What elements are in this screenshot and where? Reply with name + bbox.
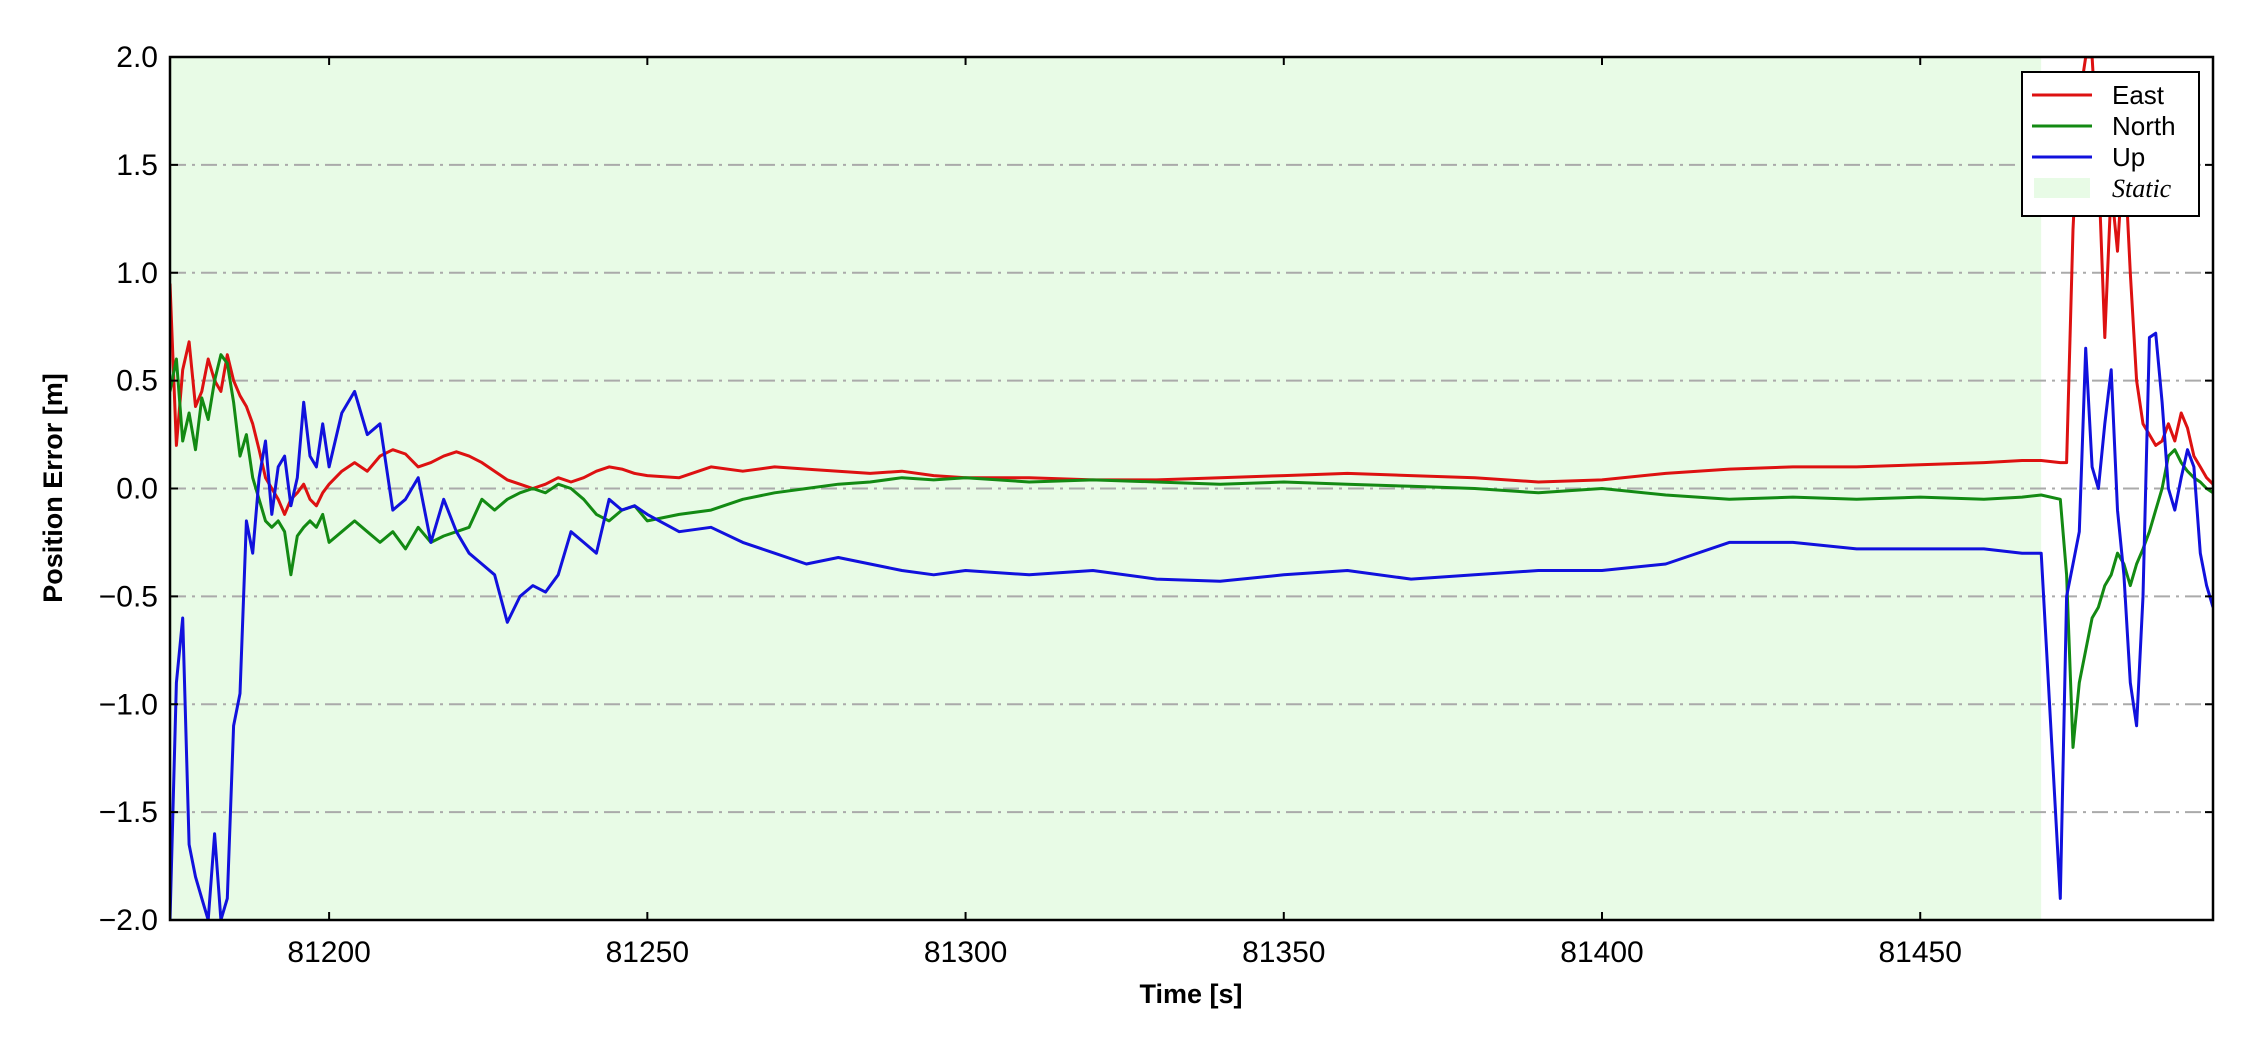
legend-swatch-static	[2034, 178, 2090, 198]
y-tick-label: −2.0	[99, 904, 158, 937]
y-tick-label: 0.0	[116, 473, 158, 506]
y-tick-label: 0.5	[116, 365, 158, 398]
y-tick-label: 2.0	[116, 41, 158, 74]
x-tick-label: 81450	[1879, 936, 1962, 969]
legend-label-static: Static	[2112, 174, 2172, 203]
x-axis-title: Time [s]	[1139, 979, 1242, 1009]
x-tick-label: 81300	[924, 936, 1007, 969]
y-tick-label: −1.0	[99, 688, 158, 721]
y-axis-title: Position Error [m]	[38, 373, 68, 603]
y-tick-label: −0.5	[99, 580, 158, 613]
series-line-north	[170, 353, 2213, 749]
x-tick-label: 81200	[287, 936, 370, 969]
legend-label-north: North	[2112, 111, 2176, 141]
y-tick-label: −1.5	[99, 796, 158, 829]
x-tick-label: 81350	[1242, 936, 1325, 969]
series-layer	[170, 57, 2213, 920]
legend: East North Up Static	[2021, 71, 2200, 217]
legend-label-up: Up	[2112, 142, 2145, 172]
y-tick-label: 1.5	[116, 149, 158, 182]
x-tick-label: 81250	[606, 936, 689, 969]
series-line-east	[170, 57, 2213, 516]
tick-layer: 2.0 1.5 1.0 0.5 0.0 −0.5 −1.0 −1.5 −2.0 81200 8125…	[99, 41, 2213, 969]
y-tick-label: 1.0	[116, 257, 158, 290]
series-line-up	[170, 331, 2213, 920]
x-tick-label: 81400	[1560, 936, 1643, 969]
legend-label-east: East	[2112, 80, 2165, 110]
